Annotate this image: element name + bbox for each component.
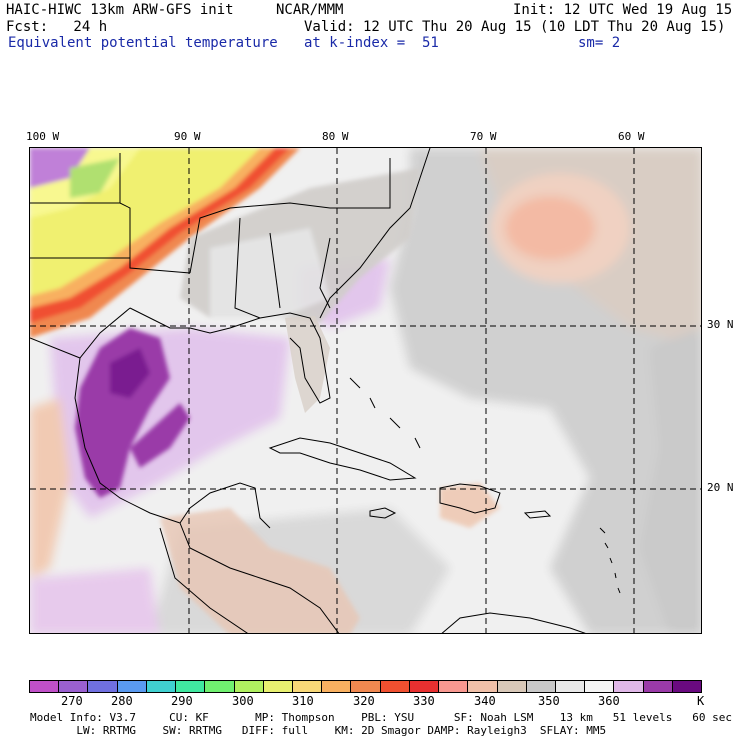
map-graphic	[30, 148, 701, 633]
colorbar-swatch	[526, 681, 556, 692]
colorbar-swatch	[585, 681, 615, 692]
colorbar-swatch	[117, 681, 147, 692]
model-title: HAIC-HIWC 13km ARW-GFS init	[6, 2, 234, 18]
colorbar-swatch	[322, 681, 352, 692]
model-info-line2: LW: RRTMG SW: RRTMG DIFF: full KM: 2D Sm…	[30, 724, 607, 737]
valid-time: Valid: 12 UTC Thu 20 Aug 15 (10 LDT Thu …	[304, 19, 726, 35]
lat-label-30n: 30 N	[707, 318, 734, 331]
init-time: Init: 12 UTC Wed 19 Aug 15	[513, 2, 733, 18]
colorbar-swatch	[263, 681, 293, 692]
lon-label-70w: 70 W	[470, 130, 497, 143]
colorbar-swatch	[205, 681, 235, 692]
lon-label-60w: 60 W	[618, 130, 645, 143]
colorbar-swatch	[176, 681, 206, 692]
model-info-line1: Model Info: V3.7 CU: KF MP: Thompson PBL…	[30, 711, 732, 724]
colorbar-swatch	[614, 681, 644, 692]
colorbar-swatch	[468, 681, 498, 692]
colorbar-tick-350: 350	[538, 694, 560, 708]
colorbar-swatch	[439, 681, 469, 692]
colorbar-swatch	[643, 681, 673, 692]
lon-label-100w: 100 W	[26, 130, 60, 143]
colorbar-tick-330: 330	[413, 694, 435, 708]
colorbar-tick-280: 280	[111, 694, 133, 708]
colorbar-swatch	[59, 681, 89, 692]
colorbar-tick-340: 340	[474, 694, 496, 708]
colorbar-swatch	[555, 681, 586, 692]
colorbar-tick-310: 310	[292, 694, 314, 708]
colorbar-swatch	[30, 681, 60, 692]
forecast-hour: Fcst: 24 h	[6, 19, 108, 35]
colorbar-swatch	[351, 681, 381, 692]
colorbar-tick-270: 270	[61, 694, 83, 708]
theta-e-map	[29, 147, 702, 634]
colorbar-swatch	[409, 681, 440, 692]
colorbar-unit: K	[697, 694, 705, 708]
lon-label-90w: 90 W	[174, 130, 201, 143]
colorbar-tick-290: 290	[171, 694, 193, 708]
colorbar	[29, 680, 702, 693]
colorbar-tick-360: 360	[598, 694, 620, 708]
field-name: Equivalent potential temperature	[8, 35, 278, 51]
colorbar-swatch	[380, 681, 410, 692]
colorbar-swatch	[88, 681, 118, 692]
lon-label-80w: 80 W	[322, 130, 349, 143]
colorbar-tick-300: 300	[232, 694, 254, 708]
colorbar-swatch	[234, 681, 264, 692]
colorbar-swatch	[497, 681, 527, 692]
colorbar-swatch	[672, 681, 702, 692]
smoothing-info: sm= 2	[578, 35, 621, 51]
org-label: NCAR/MMM	[276, 2, 344, 18]
lat-label-20n: 20 N	[707, 481, 734, 494]
colorbar-tick-320: 320	[353, 694, 375, 708]
colorbar-swatch	[292, 681, 323, 692]
colorbar-swatch	[146, 681, 177, 692]
level-info: at k-index = 51	[304, 35, 439, 51]
